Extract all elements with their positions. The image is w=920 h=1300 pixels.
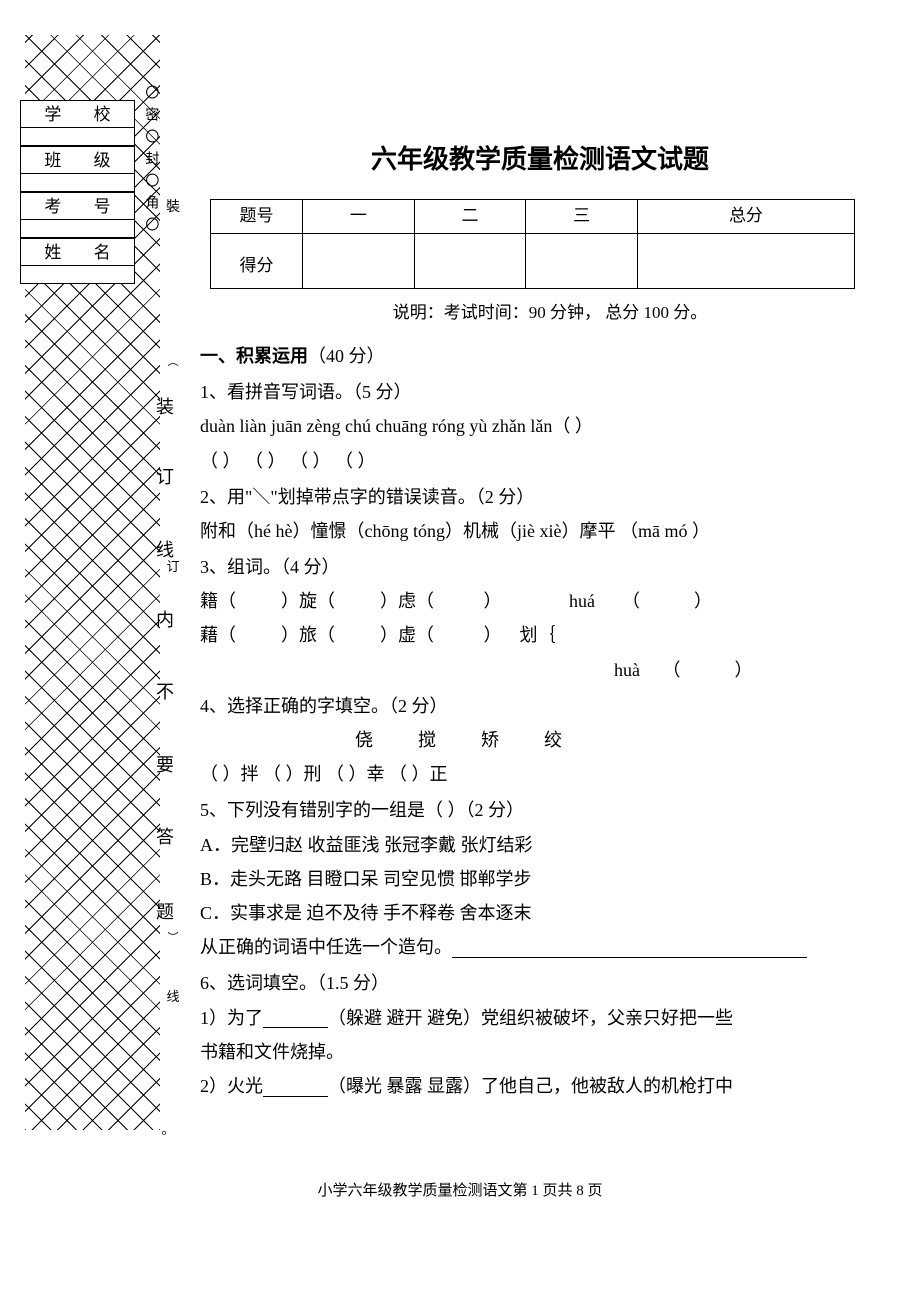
q6-2a: 2）火光 [200,1076,263,1096]
ending-period: 。 [158,1118,178,1143]
binding-outer-7: 题 [155,895,175,929]
q6-label: 6、选词填空。（1.5 分） [200,966,880,1000]
q1-pinyin: duàn liàn juān zèng chú chuāng róng yù z… [200,409,880,443]
name-input[interactable] [20,266,135,284]
binding-outer-5: 要 [155,748,175,782]
q6-blank2[interactable] [263,1079,328,1097]
section1-label: 一、积累运用 [200,346,308,366]
q1-label: 1、看拼音写词语。（5 分） [200,375,880,409]
q3-line2: 藉（ ）旅（ ）虚（ ） 划｛ [200,618,880,652]
exam-title: 六年级教学质量检测语文试题 [200,135,880,184]
th-label: 题号 [211,200,303,233]
q6-line2: 2）火光 （曝光 暴露 显露）了他自己，他被敌人的机枪打中 [200,1069,880,1103]
score-3[interactable] [526,233,638,288]
q6-1c: 书籍和文件烧掉。 [200,1035,880,1069]
q5-optC: C．实事求是 迫不及待 手不释卷 舍本逐末 [200,896,880,930]
q2-content: 附和（hé hè）憧憬（chōng tóng）机械（jiè xiè）摩平 （mā… [200,514,880,548]
score-value-row: 得分 [211,233,855,288]
examno-label: 考 号 [20,192,135,220]
binding-paren-close: ︶ [163,928,183,949]
q5-optA: A．完壁归赵 收益匪浅 张冠李戴 张灯结彩 [200,828,880,862]
binding-mark-0: 裝 [163,195,183,222]
q6-2b: （曝光 暴露 显露）了他自己，他被敌人的机枪打中 [328,1076,733,1096]
q1-blanks: （ ） （ ） （ ） （ ） [200,444,880,478]
name-label: 姓 名 [20,238,135,266]
binding-paren-open: ︵ [163,352,183,373]
q6-1a: 1）为了 [200,1008,263,1028]
score-table: 题号 一 二 三 总分 得分 [210,199,855,288]
binding-mark-2: 订 [163,555,183,580]
score-2[interactable] [414,233,526,288]
th-3: 三 [526,200,638,233]
score-total[interactable] [637,233,854,288]
th-total: 总分 [637,200,854,233]
class-input[interactable] [20,174,135,192]
q3-line1: 籍（ ）旋（ ）虑（ ） huá （ ） [200,584,880,618]
exam-instruction: 说明：考试时间：90 分钟， 总分 100 分。 [200,297,880,329]
binding-outer-4: 不 [155,675,175,709]
binding-mark-4: 线 [163,985,183,1010]
class-label: 班 级 [20,146,135,174]
q4-label: 4、选择正确的字填空。（2 分） [200,689,880,723]
seal-text: 〇密〇封〇角〇 [143,85,158,239]
q5-sentence: 从正确的词语中任选一个造句。 [200,937,452,957]
q2-label: 2、用"＼"划掉带点字的错误读音。（2 分） [200,480,880,514]
school-label: 学 校 [20,100,135,128]
binding-outer-0: 装 [155,390,175,424]
q6-blank1[interactable] [263,1010,328,1028]
examno-input[interactable] [20,220,135,238]
page-footer: 小学六年级教学质量检测语文第 1 页共 8 页 [0,1177,920,1206]
q4-blanks: （ ）拌 （ ）刑 （ ）幸 （ ）正 [200,757,880,791]
q5-answer-line[interactable] [452,940,807,958]
binding-outer-3: 内 [155,603,175,637]
section1-title: 一、积累运用（40 分） [200,339,880,373]
q6-line1: 1）为了 （躲避 避开 避免）党组织被破坏，父亲只好把一些 [200,1001,880,1035]
student-info-panel: 学 校 班 级 考 号 姓 名 [20,100,135,284]
section1-points: （40 分） [308,346,385,366]
q5-optB: B．走头无路 目瞪口呆 司空见惯 邯郸学步 [200,862,880,896]
q4-chars: 侥搅矫绞 [200,723,880,757]
q3-line3: huà （ ） [200,653,880,687]
score-label: 得分 [211,233,303,288]
score-header-row: 题号 一 二 三 总分 [211,200,855,233]
q3-label: 3、组词。（4 分） [200,550,880,584]
main-content: 六年级教学质量检测语文试题 题号 一 二 三 总分 得分 说明：考试时间：90 … [200,135,880,1103]
th-1: 一 [303,200,415,233]
score-1[interactable] [303,233,415,288]
binding-outer-1: 订 [155,460,175,494]
th-2: 二 [414,200,526,233]
q5-label: 5、下列没有错别字的一组是（ ）（2 分） [200,793,880,827]
q5-sentence-row: 从正确的词语中任选一个造句。 [200,930,880,964]
q6-1b: （躲避 避开 避免）党组织被破坏，父亲只好把一些 [328,1008,733,1028]
school-input[interactable] [20,128,135,146]
binding-outer-6: 答 [155,820,175,854]
